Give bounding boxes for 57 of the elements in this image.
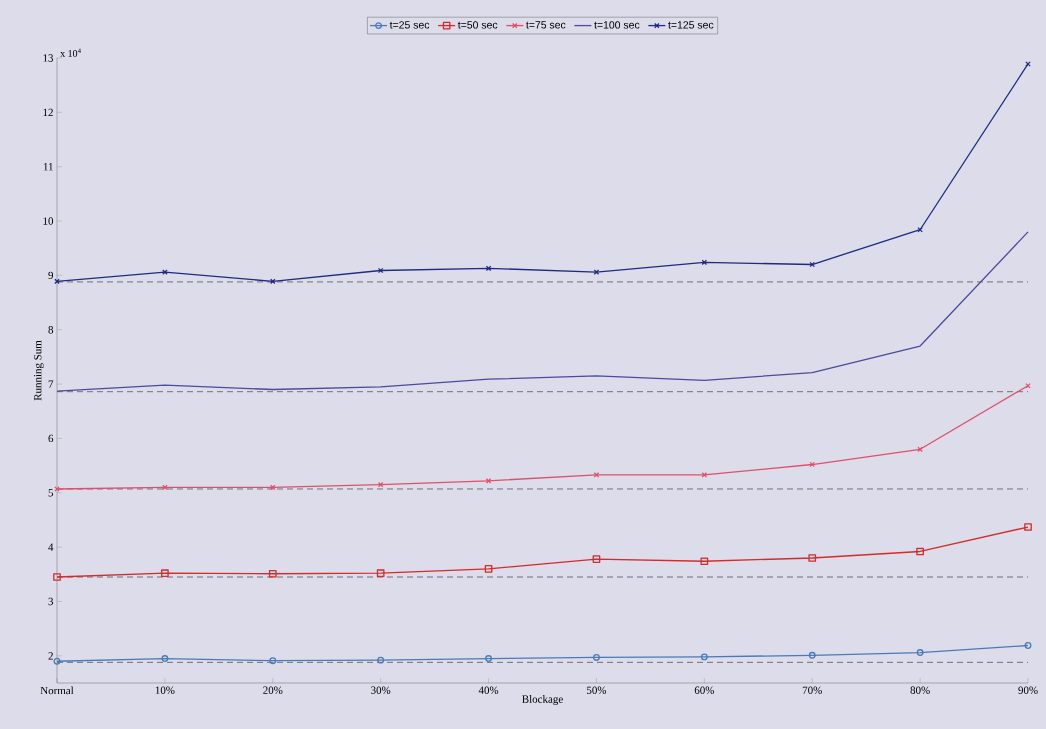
point bbox=[593, 654, 600, 661]
point bbox=[485, 265, 492, 272]
point bbox=[700, 557, 709, 566]
x-tick-label: 40% bbox=[478, 686, 499, 694]
legend-label: t=75 sec bbox=[526, 21, 566, 29]
point bbox=[270, 278, 276, 285]
legend-label: t=50 sec bbox=[457, 21, 498, 29]
x-tick-label: 10% bbox=[155, 686, 175, 694]
line-series bbox=[56, 231, 1029, 392]
point bbox=[916, 547, 924, 556]
point bbox=[162, 484, 168, 491]
point bbox=[701, 472, 708, 478]
point bbox=[485, 655, 493, 662]
point bbox=[808, 554, 817, 562]
point bbox=[916, 649, 924, 657]
x-tick-label: 80% bbox=[910, 686, 930, 694]
y-tick-label: 4 bbox=[48, 543, 54, 551]
point bbox=[377, 267, 384, 274]
point bbox=[592, 555, 601, 563]
point bbox=[376, 569, 385, 578]
y-tick-label: 9 bbox=[48, 271, 54, 280]
point bbox=[53, 573, 61, 581]
point bbox=[917, 226, 923, 233]
x-tick-label: 20% bbox=[263, 686, 283, 694]
point bbox=[1024, 523, 1032, 531]
x-tick-label: 70% bbox=[802, 686, 822, 694]
point bbox=[269, 657, 277, 665]
y-axis-title: Running Sum bbox=[34, 340, 44, 401]
y-tick-label: 3 bbox=[48, 597, 54, 606]
x-tick-label: 90% bbox=[1018, 686, 1038, 694]
y-tick-label: 2 bbox=[48, 652, 53, 660]
y-tick-label: 10 bbox=[43, 217, 54, 225]
y-tick-label: 11 bbox=[43, 163, 53, 171]
x-tick-label: 60% bbox=[694, 686, 715, 694]
point bbox=[270, 484, 276, 491]
y-tick-label: 8 bbox=[48, 326, 54, 334]
point bbox=[484, 565, 493, 573]
legend-label: t=100 sec bbox=[594, 21, 640, 29]
text: x 10$^{4}$ bbox=[60, 48, 81, 57]
y-tick-label: 6 bbox=[48, 434, 54, 443]
point bbox=[161, 569, 169, 578]
x-tick-label: 30% bbox=[371, 686, 391, 694]
legend-label: t=125 sec bbox=[668, 21, 714, 29]
x-tick-label: Normal bbox=[40, 686, 74, 695]
x-axis-title: Blockage bbox=[522, 695, 563, 706]
legend-label: t=25 sec bbox=[389, 21, 430, 29]
y-tick-label: 5 bbox=[48, 489, 54, 497]
point bbox=[268, 569, 277, 578]
point bbox=[700, 653, 708, 661]
point bbox=[917, 446, 923, 453]
point bbox=[808, 651, 816, 659]
y-tick-label: 7 bbox=[48, 380, 54, 388]
y-tick-label: 12 bbox=[43, 108, 53, 116]
point bbox=[161, 655, 169, 662]
x-tick-label: 50% bbox=[587, 686, 607, 694]
y-tick-label: 13 bbox=[43, 54, 54, 62]
point bbox=[377, 656, 385, 664]
